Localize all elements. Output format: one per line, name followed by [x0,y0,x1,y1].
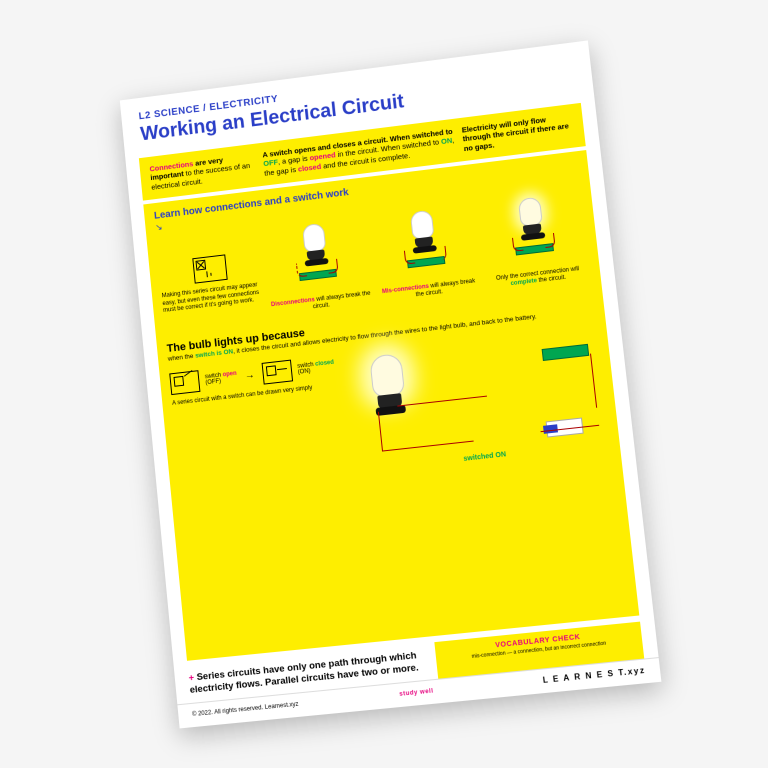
battery-icon [542,344,590,361]
wire-icon [590,354,597,408]
study-well-tagline: study well [399,688,434,697]
big-bulb-lit-icon [360,352,417,427]
big-circuit-diagram: switched ON [350,325,610,472]
switch-diagram: switch open(OFF) → switch closed(ON) A s… [169,354,345,407]
intro-col-3: Electricity will only flow through the c… [461,112,575,153]
bulb-icon [396,208,453,283]
circuit-symbol-icon [192,255,227,284]
switch-open-label: switch open(OFF) [205,371,238,388]
copyright: © 2022. All rights reserved. Learnest.xy… [192,701,299,717]
disc-text: will always break the circuit. [313,291,371,311]
page-wrapper: L2 SCIENCE / ELECTRICITY Working an Elec… [144,64,624,704]
bulb-correct: Only the correct connection will complet… [478,192,591,292]
brand-logo: L E A R N E S T.xyz [542,666,646,685]
switch-closed-label: switch closed(ON) [297,359,335,376]
intro-closed: closed [298,162,322,174]
disc-label: Disconnections [271,297,315,308]
bulb-icon [289,221,345,295]
sw-closed-b: closed [315,359,334,367]
sw-open-c: (OFF) [205,379,221,387]
switch-closed-symbol-icon [261,360,293,385]
intro-col-1: Connections are very important to the su… [149,151,259,191]
worksheet-page: L2 SCIENCE / ELECTRICITY Working an Elec… [120,40,662,728]
arrow-right-icon: → [244,370,255,382]
sw-closed-c: (ON) [298,369,311,376]
side-note: Making this series circuit may appear ea… [157,231,264,316]
wire-icon [382,441,474,452]
switch-open-symbol-icon [169,371,200,396]
sw-open-b: open [222,371,237,378]
bulb-misconnection: Mis-connections will always break the ci… [370,205,482,304]
switched-on-label: switched ON [463,452,506,464]
bulb-lit-icon [504,195,562,270]
bulb-disconnection: Disconnections will always break the cir… [263,218,373,317]
main-panel: Learn how connections and a switch work … [143,150,639,661]
